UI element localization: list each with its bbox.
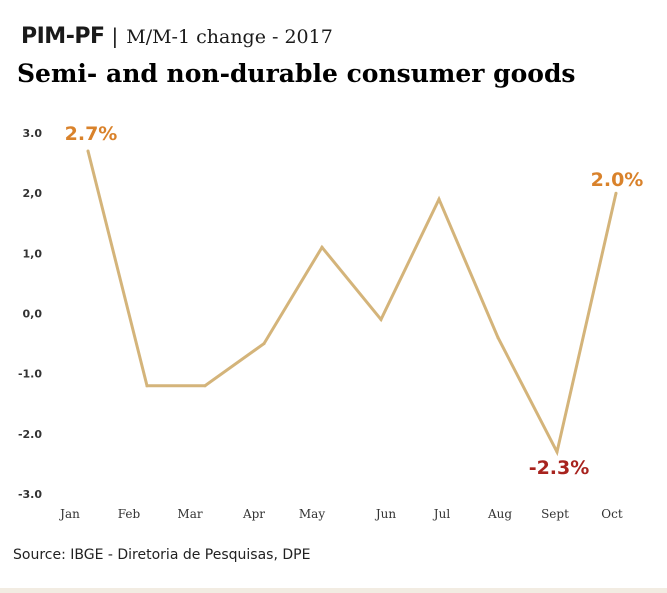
y-tick-label: -3.0 bbox=[18, 488, 42, 501]
x-tick-label: Apr bbox=[242, 507, 265, 521]
data-point bbox=[614, 191, 618, 195]
data-point bbox=[203, 384, 207, 388]
data-label: 2.7% bbox=[65, 123, 118, 145]
chart-subtitle: M/M-1 change - 2017 bbox=[126, 26, 333, 48]
y-tick-label: 2,0 bbox=[23, 187, 43, 200]
data-label: -2.3% bbox=[529, 457, 590, 479]
series-line bbox=[86, 150, 618, 457]
header-separator: | bbox=[111, 24, 119, 48]
data-point bbox=[437, 197, 441, 201]
chart-title: Semi- and non-durable consumer goods bbox=[17, 59, 576, 88]
data-point bbox=[86, 149, 90, 153]
y-tick-label: -1.0 bbox=[18, 368, 42, 381]
chart-header: PIM-PF | M/M-1 change - 2017 bbox=[21, 24, 333, 49]
data-point bbox=[145, 384, 149, 388]
x-tick-label: Jun bbox=[374, 507, 397, 521]
bottom-divider bbox=[0, 588, 667, 593]
brand-label: PIM-PF bbox=[21, 24, 105, 49]
data-label: 2.0% bbox=[591, 169, 644, 191]
y-tick-label: 0,0 bbox=[23, 308, 43, 321]
source-note: Source: IBGE - Diretoria de Pesquisas, D… bbox=[13, 547, 311, 563]
data-point bbox=[262, 342, 266, 346]
x-tick-label: May bbox=[299, 507, 325, 521]
x-tick-label: Sept bbox=[541, 507, 569, 521]
data-point bbox=[555, 450, 559, 454]
data-point bbox=[496, 336, 500, 340]
x-tick-label: Jul bbox=[432, 507, 451, 521]
x-tick-label: Mar bbox=[177, 507, 202, 521]
x-tick-label: Oct bbox=[601, 507, 623, 521]
data-point bbox=[379, 318, 383, 321]
line-chart: 3.0 2,0 1,0 0,0 -1.0 -2.0 -3.0 Jan Feb Mar Apr May J… bbox=[18, 123, 644, 521]
y-tick-label: 1,0 bbox=[23, 247, 43, 260]
y-tick-label: -2.0 bbox=[18, 428, 42, 441]
data-point bbox=[320, 245, 324, 249]
x-tick-label: Jan bbox=[58, 507, 80, 521]
x-tick-label: Feb bbox=[118, 507, 141, 521]
x-tick-label: Aug bbox=[487, 507, 512, 521]
y-tick-label: 3.0 bbox=[23, 127, 43, 140]
